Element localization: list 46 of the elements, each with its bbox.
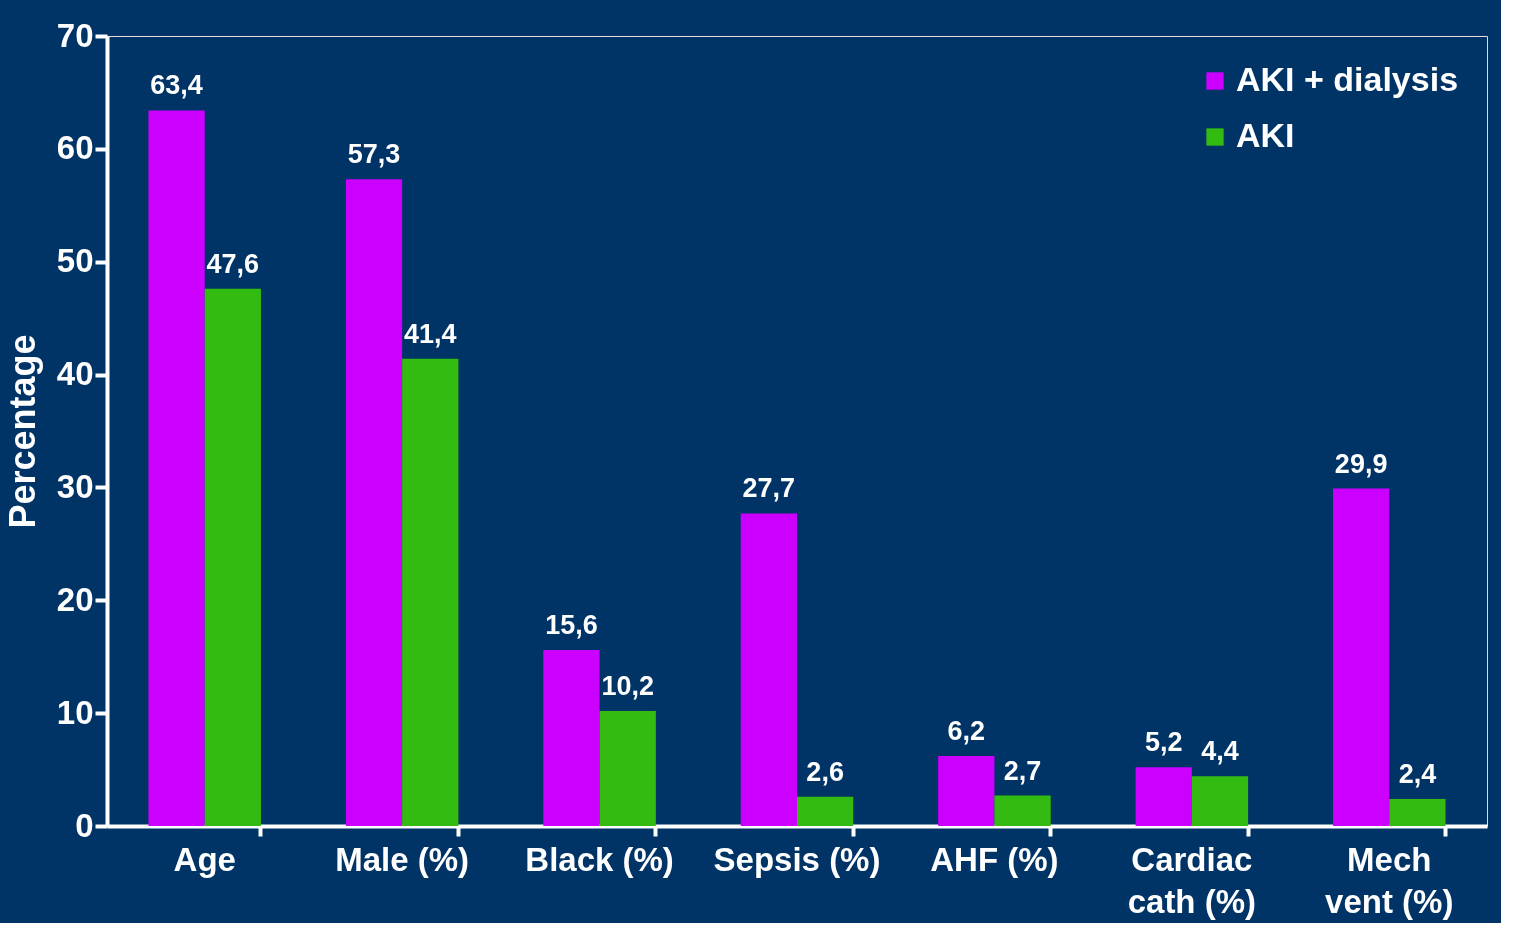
data-label: 15,6 [545,609,598,640]
data-label: 4,4 [1201,736,1239,767]
data-label: 6,2 [947,716,986,747]
data-label: 27,7 [742,473,796,504]
data-label: 5,2 [1144,727,1183,758]
data-label: 63,4 [150,70,203,101]
bar [994,795,1051,826]
bar [1135,767,1192,826]
data-label: 57,3 [347,139,401,170]
y-tick-label: 50 [56,242,94,280]
data-label: 29,9 [1334,448,1388,479]
bar [797,796,854,826]
x-tick-label: AHF (%) [930,840,1059,878]
bar [1333,488,1390,826]
bar [204,288,261,826]
y-tick-label: 30 [56,467,94,505]
bar [543,649,600,826]
data-label: 2,4 [1398,758,1437,789]
bar [740,513,797,826]
data-label: 2,6 [806,756,844,787]
y-tick-label: 40 [56,355,94,393]
y-tick-label: 70 [56,16,94,54]
bar [938,756,995,826]
x-tick-label: Age [173,840,236,878]
bar [599,710,656,826]
legend-label: AKI + dialysis [1236,60,1459,98]
data-label: 2,7 [1003,755,1042,786]
y-tick-label: 60 [56,129,94,167]
legend-label: AKI [1236,116,1295,154]
x-tick-label: Male (%) [335,840,470,878]
x-tick-label: Black (%) [525,840,674,878]
bar [148,110,205,826]
y-tick-label: 20 [56,580,94,618]
data-label: 10,2 [601,670,654,701]
y-axis-title: Percentage [1,334,43,529]
bar [1191,776,1249,826]
y-tick-label: 10 [56,693,94,731]
x-tick-label: Mech vent (%) [1325,840,1454,920]
bar [345,179,403,826]
x-tick-label: Sepsis (%) [713,840,881,878]
x-tick-label: Cardiac cath (%) [1127,840,1257,920]
y-tick-label: 0 [75,806,94,844]
bar [402,358,459,826]
data-label: 41,4 [404,318,457,349]
data-label: 47,6 [206,248,260,279]
bar [1389,798,1446,826]
